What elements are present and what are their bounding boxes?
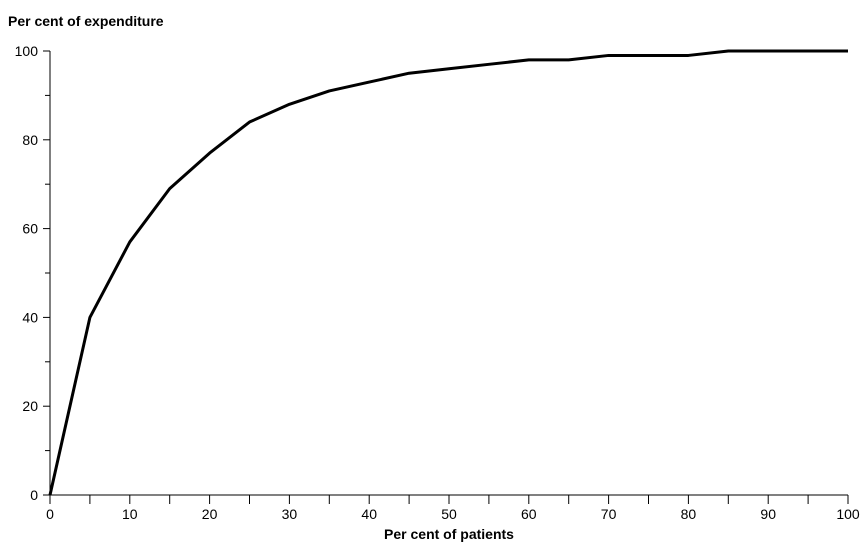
y-tick-label: 40 bbox=[22, 309, 38, 325]
x-tick-label: 60 bbox=[521, 506, 537, 522]
y-tick-label: 80 bbox=[22, 132, 38, 148]
y-tick-label: 0 bbox=[30, 487, 38, 503]
x-tick-label: 80 bbox=[681, 506, 697, 522]
x-tick-label: 30 bbox=[282, 506, 298, 522]
x-tick-label: 0 bbox=[46, 506, 54, 522]
x-tick-label: 90 bbox=[760, 506, 776, 522]
series-line bbox=[48, 49, 848, 496]
x-tick-label: 70 bbox=[601, 506, 617, 522]
x-tick-label: 10 bbox=[122, 506, 138, 522]
x-tick-label: 50 bbox=[441, 506, 457, 522]
y-ticks: 0 20 40 60 80 100 bbox=[15, 43, 50, 503]
x-axis-title: Per cent of patients bbox=[384, 526, 514, 542]
x-ticks: 0 10 20 30 40 50 60 70 80 90 100 bbox=[46, 495, 860, 522]
x-tick-label: 40 bbox=[361, 506, 377, 522]
y-tick-label: 20 bbox=[22, 398, 38, 414]
y-tick-label: 100 bbox=[15, 43, 39, 59]
y-axis-title: Per cent of expenditure bbox=[8, 13, 164, 29]
x-tick-label: 20 bbox=[202, 506, 218, 522]
y-tick-label: 60 bbox=[22, 221, 38, 237]
x-tick-label: 100 bbox=[836, 506, 860, 522]
